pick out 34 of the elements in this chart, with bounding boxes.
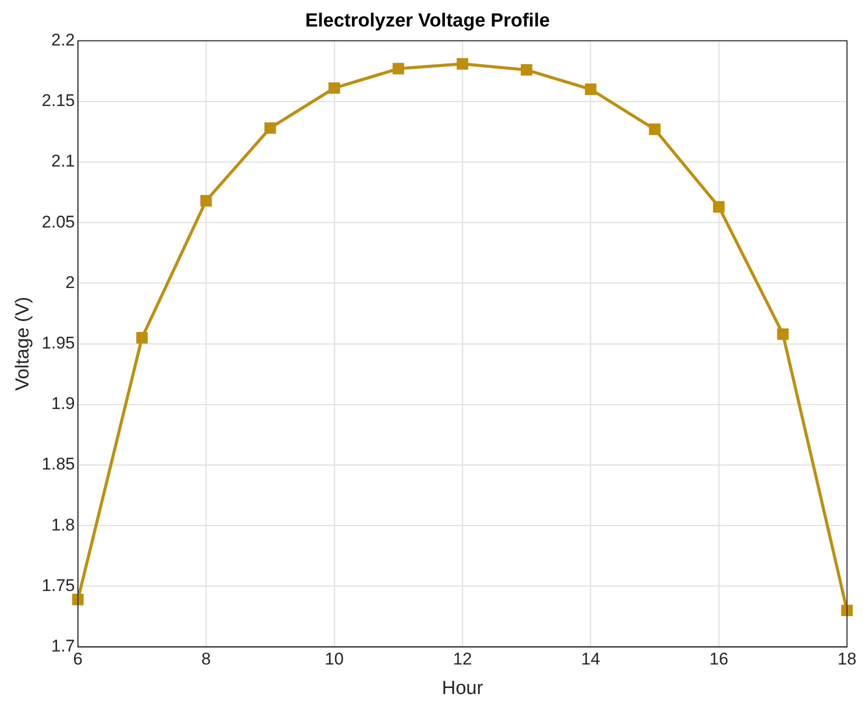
point	[328, 82, 340, 94]
y-tick-label: 1.8	[51, 515, 75, 534]
x-tick-label: 12	[452, 650, 472, 669]
y-tick-label: 2.05	[42, 212, 75, 232]
point	[584, 84, 596, 96]
x-tick-label: 6	[73, 650, 83, 669]
x-tick-label: 18	[838, 650, 856, 669]
y-tick-label: 1.85	[42, 454, 75, 474]
y-tick-label: 2.2	[51, 30, 75, 50]
y-tick-label: 1.7	[51, 636, 75, 656]
point	[200, 195, 212, 207]
y-tick-label: 2.1	[51, 152, 75, 171]
chart-title: Electrolyzer Voltage Profile	[305, 10, 550, 32]
y-tick-label: 1.75	[42, 576, 75, 595]
point	[777, 328, 789, 340]
x-tick-label: 10	[324, 650, 344, 669]
point	[72, 594, 84, 606]
y-tick-label: 1.95	[42, 333, 75, 352]
y-tick-label: 2	[65, 272, 75, 292]
y-tick-label: 1.9	[51, 394, 75, 414]
x-tick-label: 8	[201, 650, 211, 669]
point	[841, 604, 853, 616]
x-tick-label: 16	[709, 650, 728, 669]
point	[648, 124, 660, 136]
point	[713, 201, 725, 213]
point	[456, 58, 468, 70]
x-tick-label: 14	[581, 650, 600, 669]
point	[392, 62, 404, 74]
y-tick-label: 2.15	[42, 91, 75, 110]
point	[520, 64, 532, 76]
point	[264, 122, 276, 134]
x-axis-title: Hour	[442, 678, 484, 699]
point	[136, 332, 148, 344]
y-axis-title: Voltage (V)	[12, 296, 34, 391]
